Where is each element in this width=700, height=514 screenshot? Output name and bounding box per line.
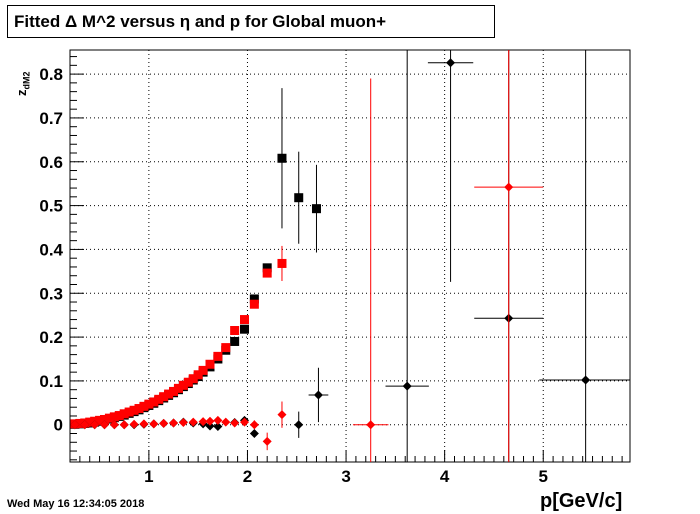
x-tick-label: 5 (539, 467, 548, 486)
data-point-square (169, 386, 179, 396)
data-point-diamond (277, 410, 287, 420)
data-point-diamond (119, 420, 129, 430)
data-point-square (277, 258, 287, 268)
data-point-square (95, 415, 105, 425)
data-point-diamond (159, 418, 169, 428)
data-point-square (240, 315, 250, 325)
y-tick-label: 0.7 (39, 109, 63, 128)
data-point-diamond (178, 418, 188, 428)
data-point-diamond (149, 419, 159, 429)
x-tick-label: 3 (341, 467, 350, 486)
data-point-diamond (402, 381, 412, 391)
x-tick-label: 2 (243, 467, 252, 486)
data-point-diamond (366, 420, 376, 430)
data-point-square (240, 324, 250, 334)
y-tick-label: 0.4 (39, 240, 63, 259)
data-point-diamond (213, 415, 223, 425)
data-point-square (198, 365, 208, 375)
data-point-diamond (294, 420, 304, 430)
data-point-diamond (221, 417, 231, 427)
data-point-diamond (80, 420, 90, 430)
data-point-square (277, 153, 287, 163)
y-axis-label-sub: dM2 (21, 71, 32, 90)
x-tick-label: 1 (144, 467, 153, 486)
data-point-diamond (109, 420, 119, 430)
data-point-square (249, 294, 259, 304)
data-point-square (249, 299, 259, 309)
x-tick-label: 4 (440, 467, 450, 486)
data-point-diamond (70, 420, 80, 430)
data-point-square (205, 359, 215, 369)
data-point-square (149, 397, 159, 407)
data-point-diamond (205, 416, 215, 426)
data-point-diamond (240, 417, 250, 427)
y-tick-label: 0.8 (39, 65, 63, 84)
data-point-square (159, 392, 169, 402)
data-point-diamond (139, 419, 149, 429)
data-point-square (311, 204, 321, 214)
data-point-square (221, 343, 231, 353)
data-point-square (75, 418, 85, 428)
data-point-square (262, 268, 272, 278)
date-stamp: Wed May 16 12:34:05 2018 (7, 498, 145, 510)
data-point-square (213, 351, 223, 361)
data-point-diamond (188, 417, 198, 427)
data-point-square (173, 383, 183, 393)
data-point-diamond (581, 375, 591, 385)
y-axis-label-text: z (14, 89, 29, 97)
data-point-diamond (169, 418, 179, 428)
data-point-diamond (90, 420, 100, 430)
data-point-square (139, 401, 149, 411)
data-point-square (154, 394, 164, 404)
data-point-diamond (198, 417, 208, 427)
data-point-square (188, 374, 198, 384)
data-point-square (230, 326, 240, 336)
data-point-diamond (213, 421, 223, 431)
data-point-square (183, 377, 193, 387)
data-point-square (262, 263, 272, 273)
plot-frame (69, 49, 631, 463)
data-point-square (230, 336, 240, 346)
chart-title-text: Fitted Δ M^2 versus η and p for Global m… (14, 11, 387, 31)
data-point-square (134, 404, 144, 414)
data-point-square (109, 412, 119, 422)
y-tick-label: 0.5 (39, 197, 63, 216)
data-point-diamond (100, 420, 110, 430)
data-point-diamond (129, 419, 139, 429)
y-tick-label: 0 (54, 416, 63, 435)
data-point-diamond (446, 58, 456, 68)
data-point-diamond (249, 420, 259, 430)
data-point-square (124, 407, 134, 417)
y-tick-label: 0.6 (39, 153, 63, 172)
x-axis-label: p[GeV/c] (540, 490, 623, 512)
data-point-diamond (249, 429, 259, 439)
chart-title: Fitted Δ M^2 versus η and p for Global m… (7, 5, 495, 38)
data-point-square (85, 417, 95, 427)
data-point-square (294, 193, 304, 203)
data-point-diamond (313, 390, 323, 400)
data-point-square (144, 399, 154, 409)
y-tick-label: 0.1 (39, 372, 63, 391)
data-point-square (119, 409, 129, 419)
y-axis-label: zdM2 (14, 72, 32, 97)
data-point-diamond (262, 436, 272, 446)
data-point-square (114, 411, 124, 421)
data-point-square (193, 370, 203, 380)
y-tick-label: 0.2 (39, 328, 63, 347)
data-point-square (178, 380, 188, 390)
data-point-diamond (504, 182, 514, 192)
data-point-diamond (205, 421, 215, 431)
data-point-square (164, 389, 174, 399)
data-point-square (104, 413, 114, 423)
data-point-square (129, 405, 139, 415)
y-tick-label: 0.3 (39, 284, 63, 303)
data-point-diamond (230, 418, 240, 428)
data-point-square (100, 414, 110, 424)
